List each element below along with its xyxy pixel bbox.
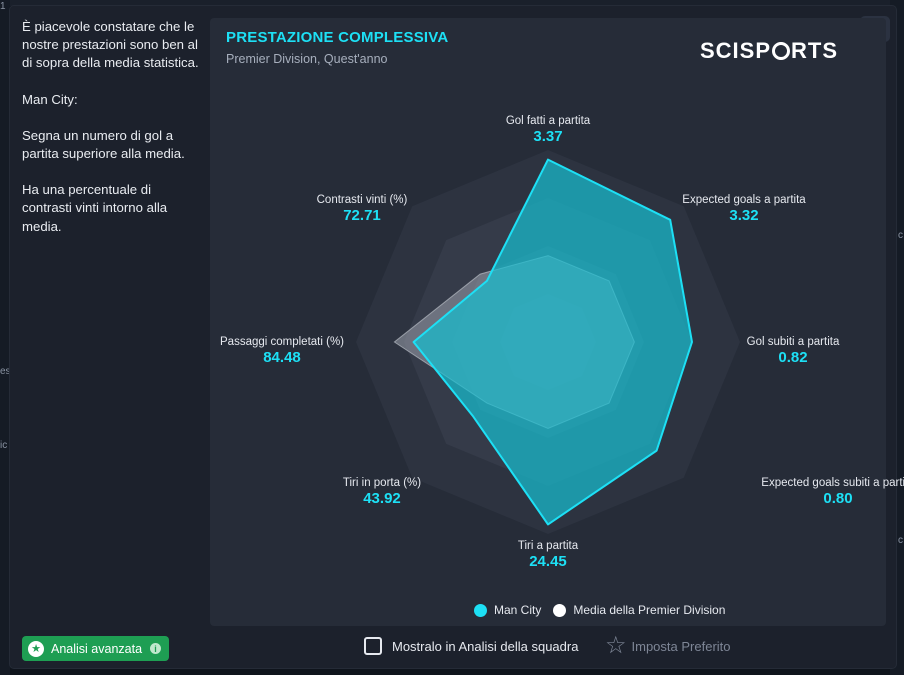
radar-chart <box>356 150 740 534</box>
axis-value: 84.48 <box>263 349 301 366</box>
background-fragment: c <box>898 535 903 546</box>
background-top-strip <box>0 0 904 6</box>
legend-swatch <box>474 603 487 617</box>
background-fragment: ic <box>0 440 8 451</box>
axis-name: Contrasti vinti (%) <box>316 194 408 206</box>
axis-label: Tiri a partita 24.45 <box>458 539 638 571</box>
legend-label: Media della Premier Division <box>573 603 726 617</box>
axis-value: 72.71 <box>343 207 381 224</box>
axis-name: Passaggi completati (%) <box>220 336 344 348</box>
chart-panel: PRESTAZIONE COMPLESSIVA Premier Division… <box>210 18 904 626</box>
advanced-analysis-label: Analisi avanzata <box>51 641 143 656</box>
background-fragment: 1 <box>0 1 6 12</box>
show-in-team-analysis-checkbox[interactable] <box>364 637 382 655</box>
axis-label: Expected goals subiti a partita 0.80 <box>748 476 904 508</box>
axis-label: Gol fatti a partita 3.37 <box>458 114 638 146</box>
legend-swatch <box>553 603 567 617</box>
scisports-logo: SCISP RTS <box>700 38 838 64</box>
axis-value: 3.37 <box>533 128 563 145</box>
axis-name: Gol fatti a partita <box>505 115 591 127</box>
axis-value: 0.82 <box>778 349 808 366</box>
star-badge-icon: ★ <box>28 640 44 657</box>
advanced-analysis-button[interactable]: ★ Analisi avanzata i <box>22 636 170 661</box>
axis-label: Gol subiti a partita 0.82 <box>703 335 883 367</box>
axis-label: Expected goals a partita 3.32 <box>654 193 834 225</box>
panel-title: PRESTAZIONE COMPLESSIVA <box>226 29 449 46</box>
axis-name: Expected goals subiti a partita <box>761 477 904 489</box>
background-fragment: es <box>0 366 11 377</box>
logo-text: SCISP <box>700 38 772 63</box>
analysis-text: È piacevole constatare che le nostre pre… <box>22 18 204 254</box>
background-fragment: c <box>898 230 903 241</box>
analysis-paragraph: Segna un numero di gol a partita superio… <box>22 127 185 162</box>
chart-legend: Man City Media della Premier Division <box>474 602 737 618</box>
axis-value: 0.80 <box>823 490 853 507</box>
axis-value: 43.92 <box>363 490 401 507</box>
background-left-edge <box>0 0 10 675</box>
axis-value: 3.32 <box>729 207 759 224</box>
show-in-team-analysis-label: Mostralo in Analisi della squadra <box>392 638 579 654</box>
legend-label: Man City <box>494 603 542 617</box>
series-man-city-area <box>412 158 693 526</box>
axis-label: Passaggi completati (%) 84.48 <box>192 335 372 367</box>
star-outline-icon: ☆ <box>605 632 627 659</box>
analysis-paragraph: È piacevole constatare che le nostre pre… <box>22 19 199 71</box>
set-favorite-label: Imposta Preferito <box>631 638 731 654</box>
axis-name: Tiri in porta (%) <box>342 477 422 489</box>
info-icon[interactable]: i <box>150 643 162 654</box>
axis-name: Gol subiti a partita <box>746 336 840 348</box>
axis-label: Tiri in porta (%) 43.92 <box>292 476 472 508</box>
analysis-paragraph: Ha una percentuale di contrasti vinti in… <box>22 182 168 234</box>
panel-subtitle: Premier Division, Quest'anno <box>226 52 388 66</box>
analysis-paragraph: Man City: <box>22 91 78 107</box>
axis-value: 24.45 <box>529 553 567 570</box>
set-favorite-option[interactable]: ☆ Imposta Preferito <box>605 634 731 658</box>
show-in-team-analysis-option[interactable]: Mostralo in Analisi della squadra <box>364 636 578 656</box>
legend-item: Media della Premier Division <box>553 603 725 617</box>
logo-ring-icon <box>772 42 791 60</box>
axis-label: Contrasti vinti (%) 72.71 <box>272 193 452 225</box>
axis-name: Expected goals a partita <box>682 194 806 206</box>
logo-text: RTS <box>791 38 839 63</box>
axis-name: Tiri a partita <box>517 540 579 552</box>
legend-item: Man City <box>474 603 541 617</box>
